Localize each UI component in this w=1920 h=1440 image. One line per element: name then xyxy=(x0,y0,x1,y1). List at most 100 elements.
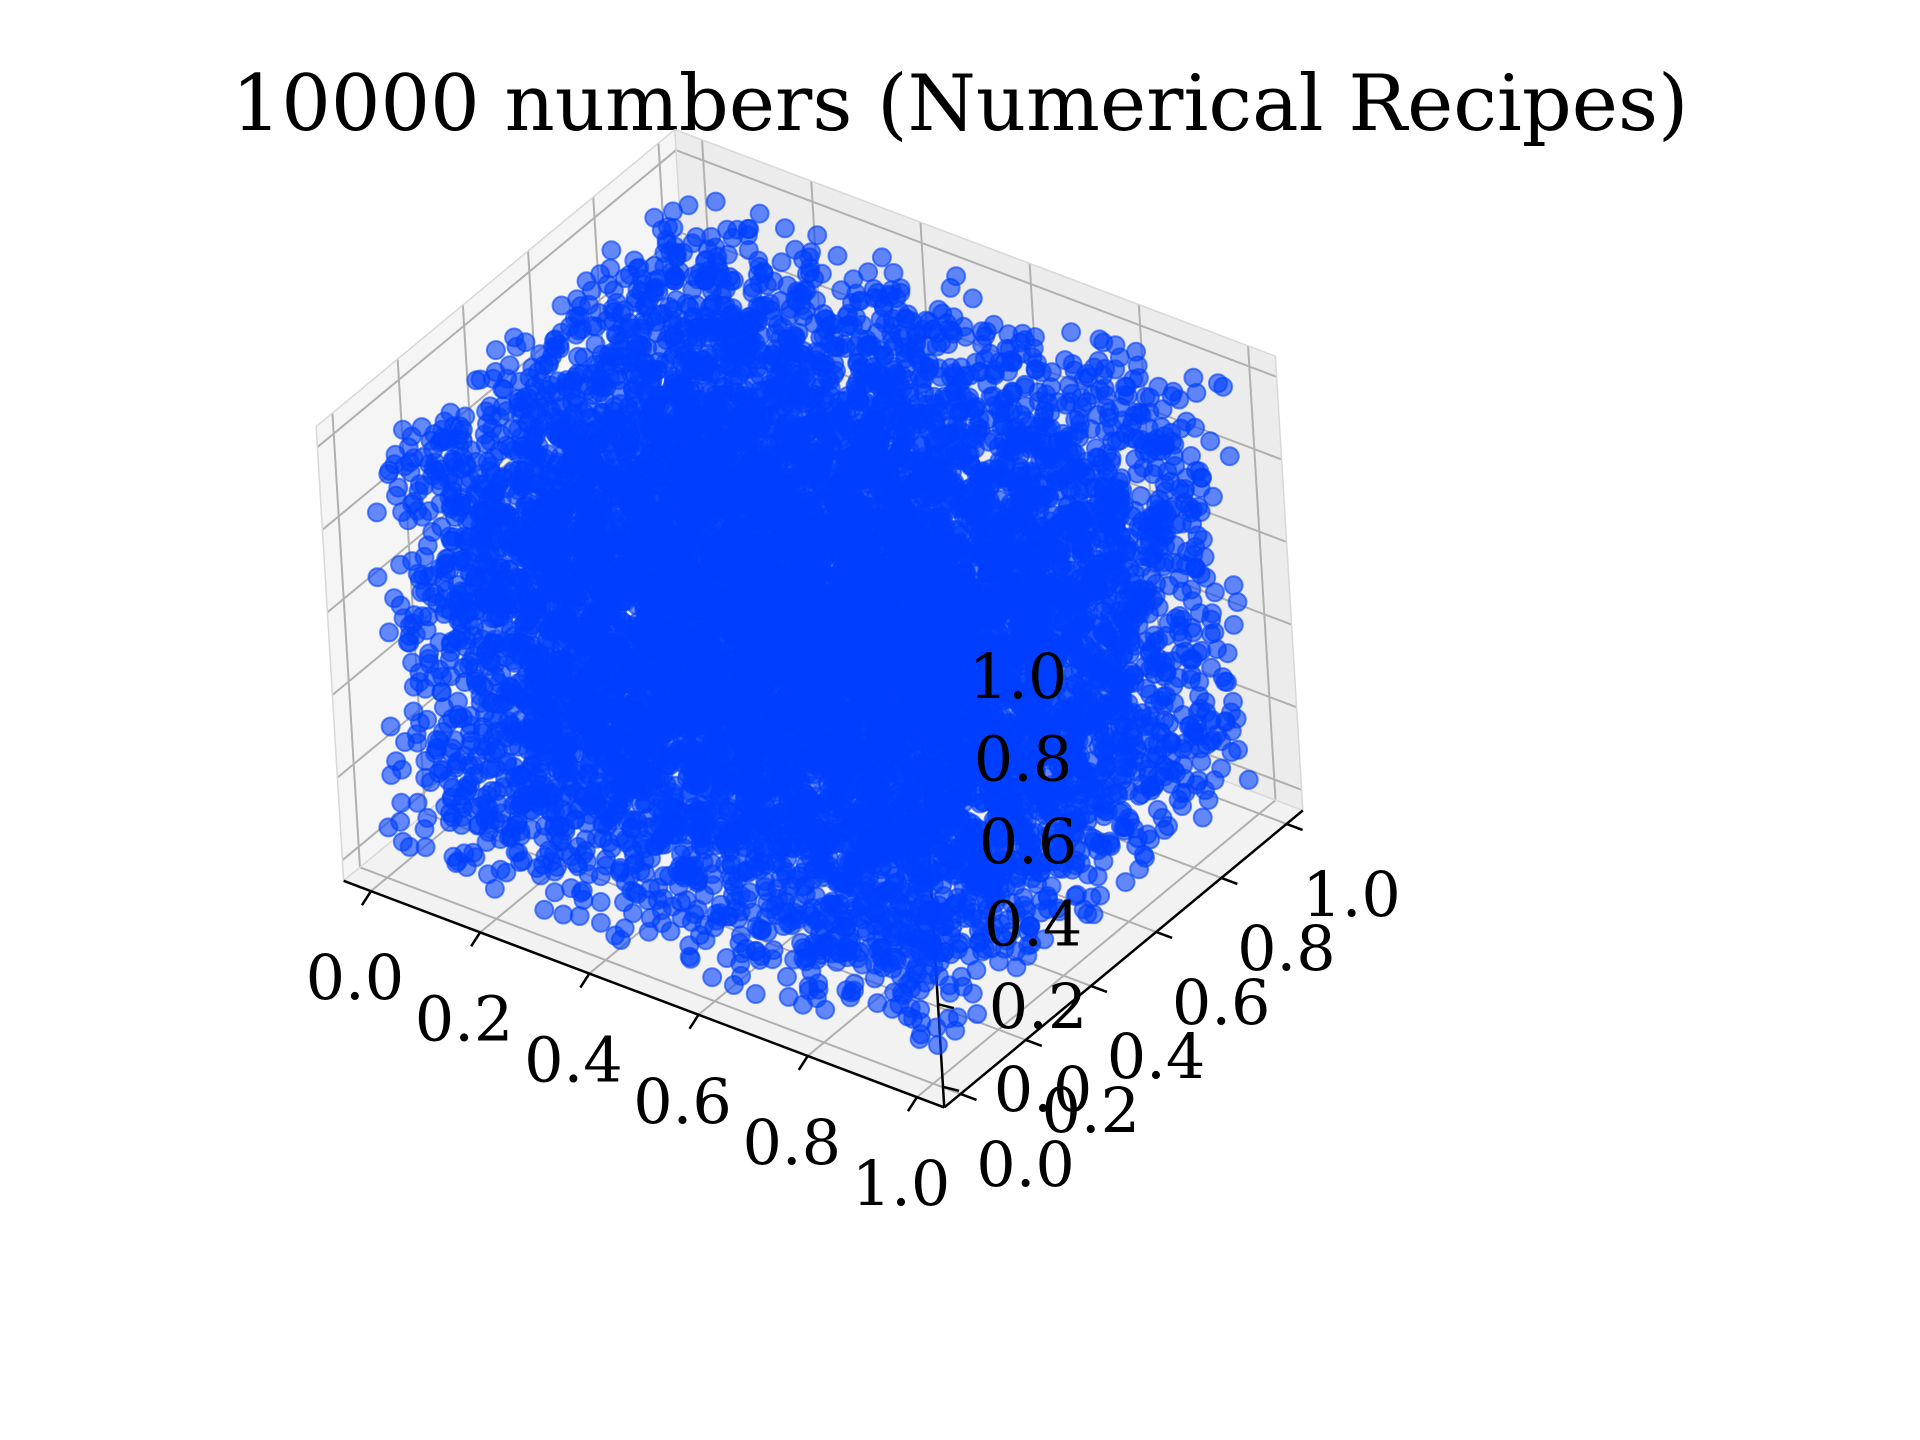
data-point xyxy=(1214,671,1235,692)
data-point xyxy=(875,313,896,334)
y-tick xyxy=(1220,876,1238,886)
x-tick xyxy=(797,1055,809,1071)
data-point xyxy=(1165,456,1186,476)
data-point xyxy=(750,365,771,386)
data-point xyxy=(1198,789,1219,810)
data-point xyxy=(678,195,699,216)
data-point xyxy=(666,290,687,311)
data-point xyxy=(715,279,736,300)
data-point xyxy=(1176,411,1197,432)
y-axis-line xyxy=(943,809,1304,1109)
data-point xyxy=(864,411,885,432)
data-point xyxy=(831,280,852,301)
data-point xyxy=(1000,402,1020,423)
data-point xyxy=(824,364,845,385)
data-point xyxy=(1219,446,1240,467)
data-point xyxy=(940,277,961,298)
data-point xyxy=(845,375,866,396)
data-point xyxy=(1196,567,1217,588)
y-tick xyxy=(1090,984,1108,994)
data-point xyxy=(1188,702,1208,722)
data-point xyxy=(601,240,622,261)
pane-edge xyxy=(674,128,1276,357)
data-point xyxy=(1019,415,1039,436)
pane-edge xyxy=(1274,356,1304,811)
data-point xyxy=(1200,431,1221,452)
pane-edge xyxy=(315,128,676,428)
data-point xyxy=(989,352,1010,373)
data-point xyxy=(644,207,665,228)
data-point xyxy=(485,340,506,361)
data-point xyxy=(1183,720,1203,741)
data-point xyxy=(1186,461,1206,481)
data-point xyxy=(527,362,548,383)
data-point xyxy=(777,329,798,349)
data-point xyxy=(771,252,792,273)
data-point xyxy=(1213,376,1234,397)
data-point xyxy=(774,218,795,239)
data-point xyxy=(694,270,715,291)
data-point xyxy=(499,355,520,376)
x-tick xyxy=(688,1014,700,1030)
data-points xyxy=(366,191,1259,1055)
data-point xyxy=(581,280,602,301)
data-point xyxy=(962,288,983,309)
x-tick xyxy=(579,972,591,989)
data-point xyxy=(1141,638,1162,659)
data-point xyxy=(619,264,640,285)
data-point xyxy=(898,304,918,325)
data-point xyxy=(983,314,1004,335)
z-tick xyxy=(937,1002,955,1010)
x-tick xyxy=(906,1096,919,1112)
grid-line xyxy=(1247,345,1277,801)
data-point xyxy=(815,389,836,410)
data-point xyxy=(1105,335,1126,356)
data-point xyxy=(1172,628,1193,649)
data-point xyxy=(874,345,895,366)
data-point xyxy=(1200,731,1221,752)
data-point xyxy=(560,316,580,337)
data-point xyxy=(804,313,825,334)
data-point xyxy=(664,331,685,352)
data-point xyxy=(466,370,487,391)
data-point xyxy=(1034,400,1055,421)
data-point xyxy=(886,424,907,445)
data-point xyxy=(544,330,565,351)
data-point xyxy=(1130,486,1151,507)
data-point xyxy=(1159,575,1180,596)
data-point xyxy=(1002,381,1023,402)
x-axis-line xyxy=(343,879,945,1109)
data-point xyxy=(734,331,755,351)
data-point xyxy=(824,325,845,346)
data-point xyxy=(1223,575,1244,596)
grid-line xyxy=(331,412,361,868)
data-point xyxy=(606,325,627,346)
data-point xyxy=(777,275,798,296)
grid-line xyxy=(359,866,961,1095)
data-point xyxy=(492,378,513,399)
data-point xyxy=(518,388,539,409)
data-point xyxy=(852,314,873,335)
data-point xyxy=(864,287,885,308)
data-point xyxy=(639,288,660,309)
data-point xyxy=(967,416,988,437)
data-point xyxy=(858,262,879,283)
data-point xyxy=(589,303,610,324)
data-point xyxy=(551,295,572,316)
data-point xyxy=(654,243,675,263)
data-point xyxy=(591,370,612,390)
data-point xyxy=(705,191,726,212)
data-point xyxy=(715,340,736,361)
data-point xyxy=(612,346,633,367)
data-point xyxy=(614,300,635,321)
data-point xyxy=(625,332,646,353)
pane-edge xyxy=(315,426,345,881)
data-point xyxy=(1204,622,1225,643)
data-point xyxy=(1238,769,1259,790)
x-tick xyxy=(360,890,373,906)
data-point xyxy=(1227,592,1248,613)
data-point xyxy=(633,311,654,331)
z-tick xyxy=(942,1085,960,1093)
data-point xyxy=(1146,457,1167,478)
